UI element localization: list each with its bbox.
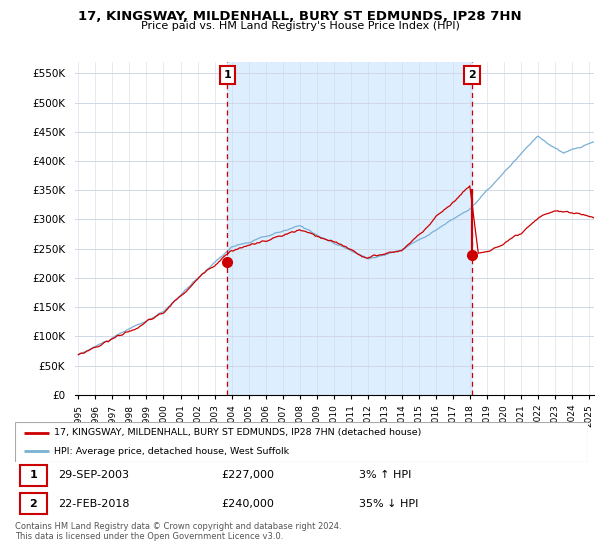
- Text: 2: 2: [29, 499, 37, 508]
- Text: Price paid vs. HM Land Registry's House Price Index (HPI): Price paid vs. HM Land Registry's House …: [140, 21, 460, 31]
- Bar: [20, 465, 47, 486]
- Bar: [20, 493, 47, 514]
- Bar: [227, 62, 472, 395]
- Text: 1: 1: [29, 470, 37, 480]
- Text: 2: 2: [468, 70, 476, 80]
- Text: 29-SEP-2003: 29-SEP-2003: [58, 470, 129, 480]
- Text: 3% ↑ HPI: 3% ↑ HPI: [359, 470, 411, 480]
- Text: 17, KINGSWAY, MILDENHALL, BURY ST EDMUNDS, IP28 7HN (detached house): 17, KINGSWAY, MILDENHALL, BURY ST EDMUND…: [54, 428, 421, 437]
- Text: Contains HM Land Registry data © Crown copyright and database right 2024.: Contains HM Land Registry data © Crown c…: [15, 522, 341, 531]
- Text: 35% ↓ HPI: 35% ↓ HPI: [359, 499, 418, 508]
- Text: HPI: Average price, detached house, West Suffolk: HPI: Average price, detached house, West…: [54, 447, 289, 456]
- Text: £227,000: £227,000: [221, 470, 274, 480]
- Text: £240,000: £240,000: [221, 499, 274, 508]
- Text: 22-FEB-2018: 22-FEB-2018: [58, 499, 130, 508]
- Text: This data is licensed under the Open Government Licence v3.0.: This data is licensed under the Open Gov…: [15, 532, 283, 541]
- Text: 17, KINGSWAY, MILDENHALL, BURY ST EDMUNDS, IP28 7HN: 17, KINGSWAY, MILDENHALL, BURY ST EDMUND…: [78, 10, 522, 23]
- Text: 1: 1: [223, 70, 231, 80]
